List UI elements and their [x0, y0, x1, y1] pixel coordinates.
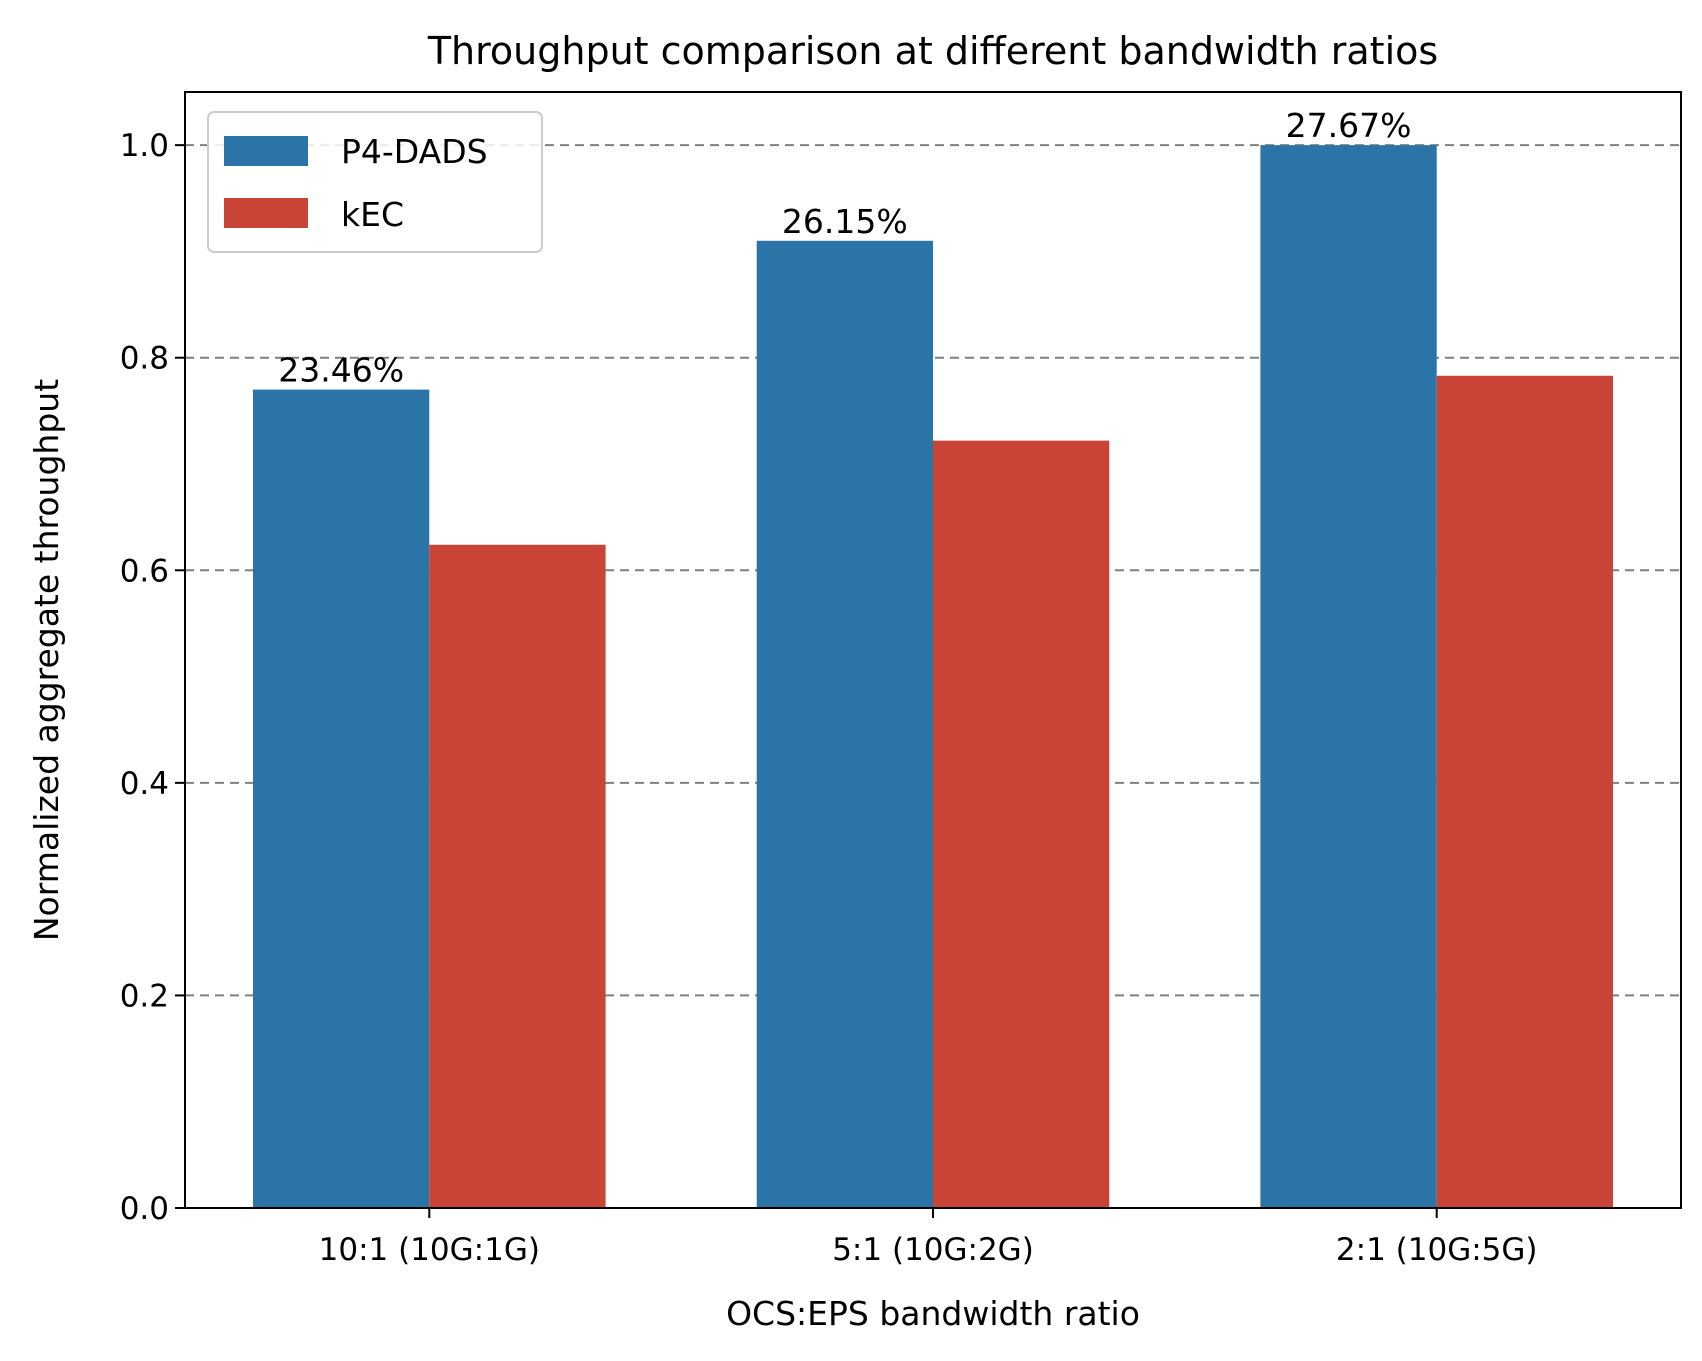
y-tick-label: 1.0: [120, 128, 169, 164]
x-axis-label: OCS:EPS bandwidth ratio: [726, 1294, 1140, 1333]
bar-p4-dads-1: [756, 240, 933, 1209]
bars: [253, 145, 1613, 1209]
legend-swatch-kec: [224, 198, 308, 228]
bar-annotation-2: 27.67%: [1286, 106, 1412, 145]
bar-annotations: 23.46% 26.15% 27.67%: [278, 106, 1411, 389]
y-tick-label: 0.6: [120, 553, 169, 589]
y-tick-label: 0.2: [120, 978, 169, 1014]
bar-kec-0: [429, 544, 606, 1208]
y-axis-ticks: 0.0 0.2 0.4 0.6 0.8 1.0: [120, 128, 185, 1227]
bar-kec-2: [1436, 375, 1613, 1209]
y-axis-label: Normalized aggregate throughput: [27, 379, 66, 941]
bar-p4-dads-2: [1260, 145, 1437, 1209]
x-tick-label: 10:1 (10G:1G): [319, 1232, 540, 1268]
x-tick-label: 2:1 (10G:5G): [1336, 1232, 1538, 1268]
x-axis-ticks: 10:1 (10G:1G) 5:1 (10G:2G) 2:1 (10G:5G): [319, 1208, 1538, 1268]
y-tick-label: 0.4: [120, 766, 169, 802]
y-tick-label: 0.8: [120, 341, 169, 377]
y-tick-label: 0.0: [120, 1191, 169, 1227]
legend-label-p4-dads: P4-DADS: [341, 132, 488, 171]
bar-annotation-0: 23.46%: [278, 351, 404, 390]
bar-annotation-1: 26.15%: [782, 202, 908, 241]
bar-kec-1: [933, 440, 1110, 1208]
bar-p4-dads-0: [253, 389, 430, 1209]
x-tick-label: 5:1 (10G:2G): [832, 1232, 1034, 1268]
chart-title: Throughput comparison at different bandw…: [427, 29, 1438, 73]
legend-swatch-p4-dads: [224, 136, 308, 166]
legend-label-kec: kEC: [341, 195, 404, 234]
legend: P4-DADS kEC: [207, 111, 543, 253]
